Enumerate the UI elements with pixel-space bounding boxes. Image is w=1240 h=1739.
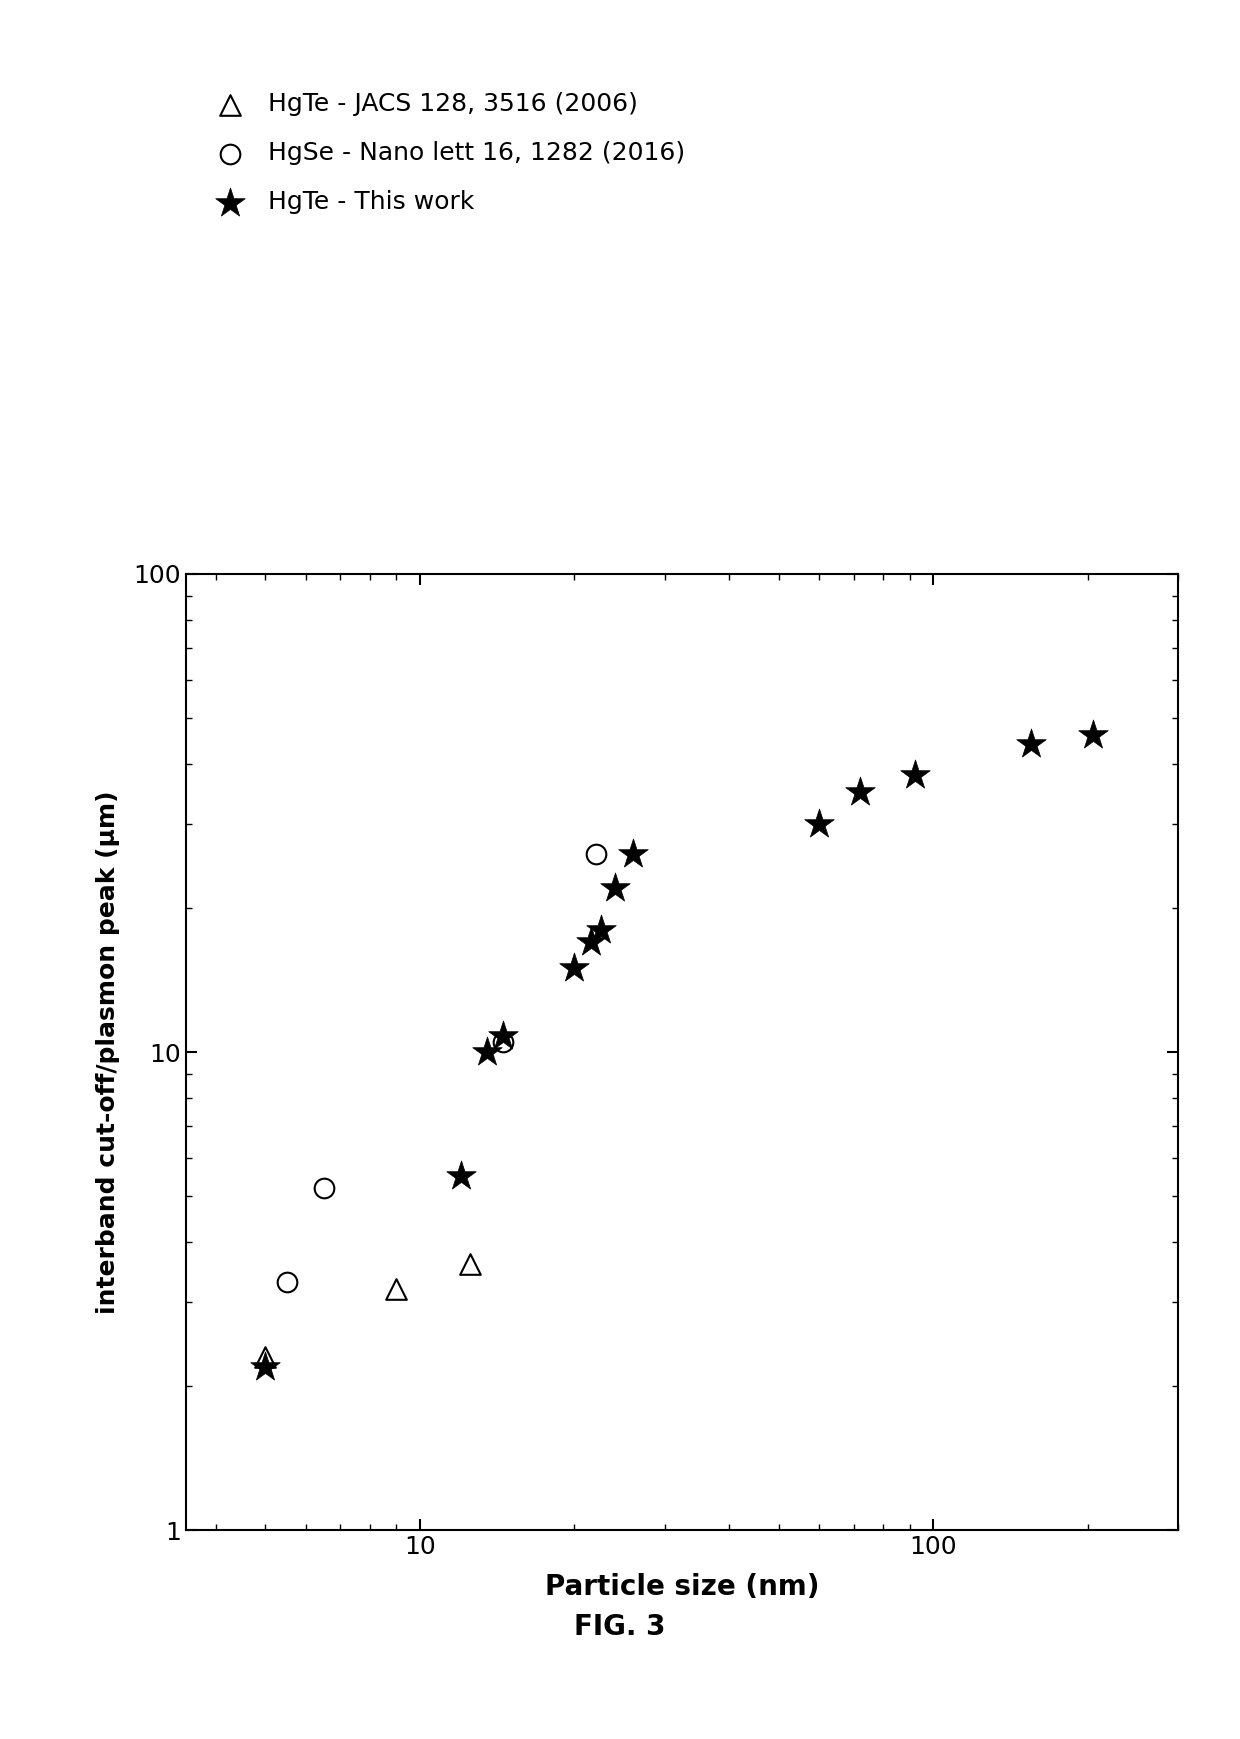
Y-axis label: interband cut-off/plasmon peak (μm): interband cut-off/plasmon peak (μm) <box>95 790 119 1315</box>
HgTe - This work <box>564 955 584 983</box>
X-axis label: Particle size (nm): Particle size (nm) <box>544 1574 820 1602</box>
HgSe - Nano lett 16, 1282 (2016) <box>314 1174 334 1202</box>
HgTe - This work <box>590 916 610 944</box>
HgTe - This work <box>810 810 830 838</box>
HgTe - This work <box>492 1023 512 1050</box>
HgTe - This work <box>622 840 642 868</box>
HgTe - This work <box>580 929 600 956</box>
HgTe - This work <box>849 777 869 805</box>
HgTe - JACS 128, 3516 (2006) <box>387 1275 407 1303</box>
HgSe - Nano lett 16, 1282 (2016) <box>277 1268 296 1296</box>
HgSe - Nano lett 16, 1282 (2016) <box>585 840 605 868</box>
HgTe - This work <box>1084 722 1104 750</box>
HgTe - This work <box>450 1162 470 1189</box>
HgTe - JACS 128, 3516 (2006) <box>460 1250 480 1278</box>
HgTe - This work <box>477 1038 497 1066</box>
HgTe - This work <box>605 875 625 903</box>
HgSe - Nano lett 16, 1282 (2016) <box>492 1028 512 1056</box>
HgTe - This work <box>905 762 925 790</box>
HgTe - JACS 128, 3516 (2006) <box>255 1344 275 1372</box>
Text: FIG. 3: FIG. 3 <box>574 1612 666 1640</box>
Legend: HgTe - JACS 128, 3516 (2006), HgSe - Nano lett 16, 1282 (2016), HgTe - This work: HgTe - JACS 128, 3516 (2006), HgSe - Nan… <box>198 80 698 226</box>
HgTe - This work <box>1021 730 1040 758</box>
HgTe - This work <box>255 1353 275 1381</box>
